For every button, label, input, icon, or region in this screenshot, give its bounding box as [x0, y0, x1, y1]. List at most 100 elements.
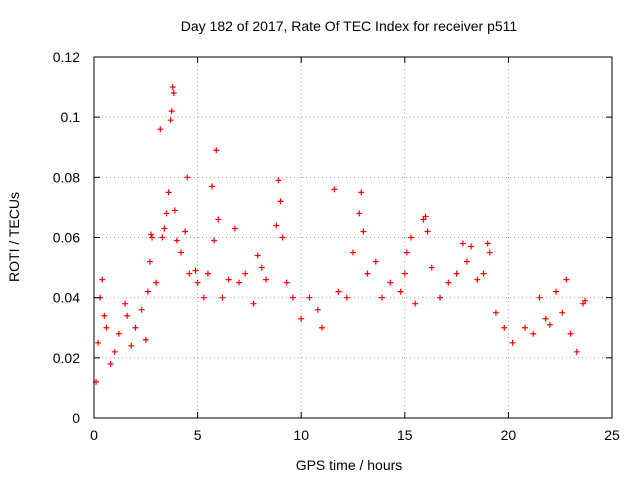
data-point	[262, 276, 269, 283]
data-point	[453, 270, 460, 277]
data-point	[273, 222, 280, 229]
data-point	[170, 90, 177, 97]
data-point	[124, 312, 131, 319]
data-point	[219, 294, 226, 301]
data-point	[142, 336, 149, 343]
data-point	[192, 267, 199, 274]
data-point	[387, 279, 394, 286]
data-point	[115, 330, 122, 337]
data-point	[138, 306, 145, 313]
data-point	[95, 339, 102, 346]
data-point	[111, 348, 118, 355]
data-point	[147, 231, 154, 238]
data-point	[559, 309, 566, 316]
data-point	[163, 210, 170, 217]
data-point	[99, 276, 106, 283]
data-point	[211, 237, 218, 244]
data-point	[204, 270, 211, 277]
data-point	[463, 258, 470, 265]
data-point	[408, 234, 415, 241]
data-point	[153, 279, 160, 286]
data-point	[277, 198, 284, 205]
data-point	[403, 249, 410, 256]
data-point	[101, 312, 108, 319]
y-axis-label: ROTI / TECUs	[6, 192, 22, 282]
x-tick-label: 5	[194, 427, 202, 443]
data-point	[420, 216, 427, 223]
data-point	[509, 339, 516, 346]
scatter-points	[93, 84, 589, 385]
y-axis-ticks: 0 0.02 0.04 0.06 0.08 0.1 0.12	[53, 49, 612, 426]
data-point	[157, 126, 164, 133]
data-point	[128, 342, 135, 349]
data-point	[428, 264, 435, 271]
data-point	[254, 252, 261, 259]
y-tick-label: 0	[72, 410, 80, 426]
data-point	[167, 117, 174, 124]
x-tick-label: 0	[90, 427, 98, 443]
data-point	[250, 300, 257, 307]
data-point	[521, 324, 528, 331]
data-point	[318, 324, 325, 331]
data-point	[275, 177, 282, 184]
y-tick-label: 0.1	[61, 109, 81, 125]
data-point	[146, 258, 153, 265]
data-point	[279, 234, 286, 241]
data-point	[103, 324, 110, 331]
data-point	[360, 228, 367, 235]
data-point	[215, 216, 222, 223]
data-point	[161, 225, 168, 232]
data-point	[186, 270, 193, 277]
data-point	[579, 300, 586, 307]
data-point	[298, 315, 305, 322]
data-point	[358, 189, 365, 196]
x-axis-ticks: 0 5 10 15 20 25	[90, 57, 620, 443]
x-tick-label: 20	[501, 427, 517, 443]
x-tick-label: 25	[604, 427, 620, 443]
data-point	[165, 189, 172, 196]
data-point	[480, 270, 487, 277]
data-point	[122, 300, 129, 307]
data-point	[168, 108, 175, 115]
data-point	[225, 276, 232, 283]
data-point	[242, 270, 249, 277]
data-point	[563, 276, 570, 283]
data-point	[536, 294, 543, 301]
data-point	[573, 348, 580, 355]
y-tick-label: 0.04	[53, 290, 80, 306]
data-point	[501, 324, 508, 331]
data-point	[542, 315, 549, 322]
data-point	[194, 279, 201, 286]
data-point	[530, 330, 537, 337]
data-point	[372, 258, 379, 265]
data-point	[422, 213, 429, 220]
data-point	[184, 174, 191, 181]
data-point	[437, 294, 444, 301]
data-point	[236, 279, 243, 286]
data-point	[343, 294, 350, 301]
data-point	[159, 234, 166, 241]
data-point	[149, 234, 156, 241]
data-point	[182, 228, 189, 235]
data-point	[484, 240, 491, 247]
data-point	[468, 243, 475, 250]
data-point	[424, 228, 431, 235]
data-point	[258, 264, 265, 271]
x-axis-label: GPS time / hours	[296, 457, 403, 473]
data-point	[364, 270, 371, 277]
data-point	[397, 288, 404, 295]
chart-title: Day 182 of 2017, Rate Of TEC Index for r…	[181, 18, 518, 34]
data-point	[445, 279, 452, 286]
data-point	[546, 321, 553, 328]
data-point	[356, 210, 363, 217]
y-tick-label: 0.02	[53, 350, 80, 366]
y-tick-label: 0.08	[53, 169, 80, 185]
data-point	[459, 240, 466, 247]
data-point	[171, 207, 178, 214]
x-tick-label: 15	[397, 427, 413, 443]
data-point	[335, 288, 342, 295]
data-point	[350, 249, 356, 256]
data-point	[492, 309, 499, 316]
data-point	[144, 288, 151, 295]
data-point	[200, 294, 207, 301]
